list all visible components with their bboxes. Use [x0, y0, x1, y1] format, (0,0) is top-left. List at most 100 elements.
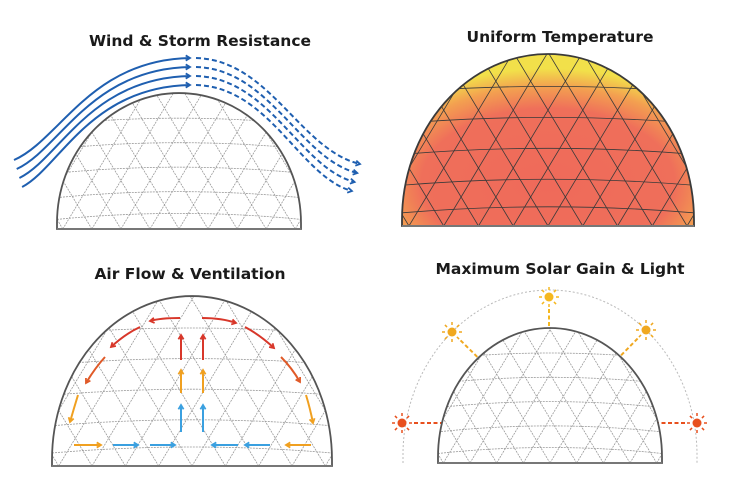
frame-strut: [438, 328, 499, 463]
frame-strut: [236, 93, 301, 229]
sun-core: [447, 327, 457, 337]
sun-ray: [650, 322, 654, 326]
frame-ring: [402, 206, 694, 214]
frame-ring: [438, 401, 662, 408]
frame-strut: [469, 328, 552, 463]
sun-ray: [689, 427, 693, 431]
frame-strut: [58, 296, 162, 466]
dome-outline: [56, 92, 302, 230]
arrowhead: [199, 403, 207, 410]
arrowhead: [148, 317, 155, 324]
frame-strut: [91, 296, 195, 466]
frame-strut: [683, 328, 735, 463]
frame-strut: [402, 54, 479, 226]
frame-strut: [52, 296, 60, 466]
title-maximum-solar-gain-light: Maximum Solar Gain & Light: [435, 260, 685, 278]
wind-line-dashed: [195, 66, 358, 174]
frame-strut: [686, 54, 694, 226]
sun-core: [692, 418, 702, 428]
arrowhead: [177, 403, 185, 410]
frame-strut: [0, 296, 25, 466]
frame-strut: [513, 54, 618, 226]
frame-strut: [189, 296, 293, 466]
arrowhead: [349, 177, 357, 185]
sun-core: [397, 418, 407, 428]
frame-strut: [602, 328, 662, 463]
frame-strut: [479, 54, 584, 226]
frame-strut: [336, 328, 417, 463]
arrowhead: [295, 376, 302, 384]
sun-ray: [406, 415, 410, 419]
frame-strut: [0, 93, 5, 229]
sun-ray: [701, 427, 705, 431]
frame-strut: [213, 93, 296, 229]
sun-ray: [638, 334, 642, 338]
arrowhead: [210, 441, 217, 449]
frame-ring: [52, 388, 332, 396]
frame-strut: [522, 328, 605, 463]
frame-ring: [52, 419, 332, 427]
frame-strut: [682, 328, 735, 463]
frame-strut: [322, 296, 332, 466]
sun-path-arc: [402, 289, 698, 463]
frame-strut: [655, 328, 662, 463]
frame-strut: [222, 296, 326, 466]
frame-ring: [438, 425, 662, 433]
arrowhead: [185, 54, 192, 62]
frame-strut: [156, 296, 260, 466]
sun-core: [641, 325, 651, 335]
arrowhead: [243, 441, 250, 449]
title-air-flow-ventilation: Air Flow & Ventilation: [94, 265, 285, 283]
dome-outline: [51, 295, 333, 467]
dome-surface: [402, 54, 694, 226]
sun-ray: [541, 301, 545, 305]
sun-icon: [539, 287, 559, 307]
frame-strut: [687, 54, 694, 226]
frame-strut: [258, 296, 332, 466]
frame-strut: [722, 54, 735, 226]
arrowhead: [346, 186, 354, 194]
arrowhead: [352, 168, 360, 176]
arrowhead: [308, 417, 316, 425]
frame-strut: [300, 93, 301, 229]
wind-flow-arrows: [13, 54, 362, 194]
frame-strut: [149, 93, 232, 229]
frame-strut: [324, 296, 332, 466]
frame-ring: [52, 446, 332, 454]
warm-air-arrow: [305, 394, 314, 424]
arrowhead: [199, 333, 207, 340]
frame-strut: [583, 54, 688, 226]
wind-line-solid: [18, 75, 191, 179]
arrowhead: [96, 441, 103, 449]
arrowhead: [185, 81, 192, 89]
arrowhead: [354, 159, 362, 167]
sun-ray: [553, 289, 557, 293]
arrowhead: [133, 441, 140, 449]
frame-strut: [438, 328, 498, 463]
frame-strut: [521, 328, 604, 463]
frame-strut: [62, 93, 145, 229]
dome-surface: [57, 93, 301, 229]
sun-core: [544, 292, 554, 302]
dome-outline: [401, 53, 695, 227]
sun-ray: [553, 301, 557, 305]
frame-strut: [291, 296, 332, 466]
frame-strut: [402, 54, 410, 226]
sun-ray: [638, 322, 642, 326]
frame-ring: [402, 178, 694, 186]
hot-air-arrow: [280, 356, 301, 383]
hot-air-arrow: [201, 317, 237, 324]
airflow-arrows: [67, 317, 316, 449]
frame-strut: [57, 93, 122, 229]
frame-strut: [723, 54, 735, 226]
frame-strut: [548, 54, 653, 226]
frame-strut: [576, 328, 659, 463]
wind-line-solid: [16, 66, 191, 170]
frame-strut: [184, 93, 267, 229]
frame-ring: [402, 147, 694, 155]
hot-air-arrow: [244, 326, 275, 349]
frame-strut: [442, 328, 525, 463]
frame-strut: [438, 328, 444, 463]
frame-strut: [52, 296, 126, 466]
